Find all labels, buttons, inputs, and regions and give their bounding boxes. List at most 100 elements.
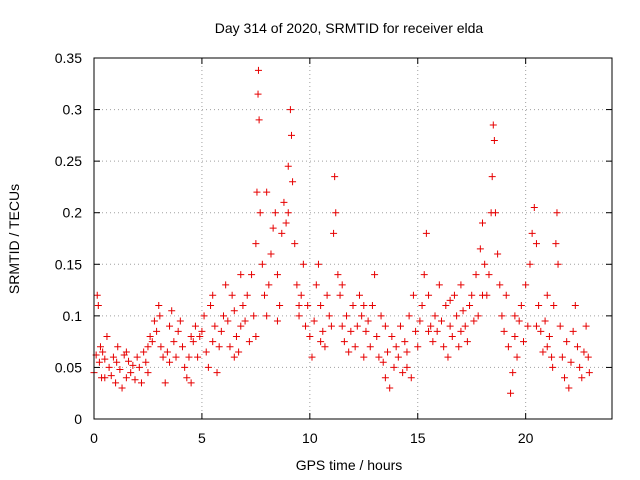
data-point [256, 209, 264, 217]
data-point [255, 116, 263, 124]
data-point [302, 322, 310, 330]
data-point [349, 302, 357, 310]
data-point [211, 322, 219, 330]
y-tick-label: 0 [74, 411, 82, 427]
data-point [543, 291, 551, 299]
data-point [116, 365, 124, 373]
data-point [468, 291, 476, 299]
data-point [549, 363, 557, 371]
data-point [94, 302, 102, 310]
data-point [569, 327, 577, 335]
data-point [284, 162, 292, 170]
data-point [304, 302, 312, 310]
data-point [113, 358, 121, 366]
data-point [96, 343, 104, 351]
data-point [99, 348, 107, 356]
data-point [390, 363, 398, 371]
data-point [336, 291, 344, 299]
y-tick-label: 0.3 [63, 102, 83, 118]
data-point [453, 312, 461, 320]
data-point [412, 327, 420, 335]
data-point [286, 106, 294, 114]
data-point [435, 281, 443, 289]
data-point [122, 374, 130, 382]
data-point [472, 271, 480, 279]
data-point [215, 343, 223, 351]
data-point [446, 322, 454, 330]
data-point [375, 353, 383, 361]
data-point [122, 348, 130, 356]
data-point [250, 312, 258, 320]
data-point [202, 348, 210, 356]
data-point [157, 343, 165, 351]
data-point [200, 312, 208, 320]
data-point [580, 348, 588, 356]
y-tick-label: 0.05 [55, 359, 82, 375]
data-point [273, 317, 281, 325]
data-point [358, 312, 366, 320]
grid-lines [94, 58, 612, 419]
data-point [582, 322, 590, 330]
data-point [156, 312, 164, 320]
data-point [585, 369, 593, 377]
data-point [153, 327, 161, 335]
data-point [373, 332, 381, 340]
data-point [386, 384, 394, 392]
data-point [230, 353, 238, 361]
data-point [204, 363, 212, 371]
data-point [364, 317, 372, 325]
data-point [172, 353, 180, 361]
data-point [360, 302, 368, 310]
data-point [287, 131, 295, 139]
data-point [409, 291, 417, 299]
data-point [450, 291, 458, 299]
data-point [429, 338, 437, 346]
data-point [377, 312, 385, 320]
data-point [399, 369, 407, 377]
data-point [479, 291, 486, 299]
data-point [543, 343, 551, 351]
data-point [174, 327, 182, 335]
data-point [526, 260, 534, 268]
data-point [461, 322, 469, 330]
data-point [584, 353, 592, 361]
data-point [176, 317, 184, 325]
data-point [93, 291, 101, 299]
data-point [213, 369, 221, 377]
data-point [511, 332, 519, 340]
data-point [146, 332, 154, 340]
y-tick-label: 0.25 [55, 153, 82, 169]
data-point [563, 338, 571, 346]
data-point [317, 302, 325, 310]
y-tick-label: 0.15 [55, 256, 82, 272]
data-point [241, 317, 249, 325]
data-point [107, 372, 115, 380]
data-point [558, 353, 566, 361]
data-point [545, 332, 553, 340]
data-point [280, 198, 288, 206]
data-point [209, 291, 217, 299]
data-point [463, 338, 471, 346]
data-point [273, 271, 281, 279]
data-point [319, 327, 327, 335]
data-point [194, 353, 202, 361]
x-tick-label: 20 [518, 430, 534, 446]
data-point [479, 219, 486, 227]
data-point [392, 343, 400, 351]
data-point [334, 271, 342, 279]
data-point [474, 312, 482, 320]
data-point [490, 137, 498, 145]
data-point [295, 302, 303, 310]
data-point [371, 271, 379, 279]
data-point [496, 281, 504, 289]
data-point [323, 291, 331, 299]
data-point [416, 317, 424, 325]
y-tick-label: 0.1 [63, 308, 83, 324]
data-point [267, 250, 275, 258]
data-point [422, 229, 430, 237]
data-point [459, 307, 467, 315]
data-point [515, 317, 523, 325]
data-point [222, 281, 230, 289]
data-point [295, 312, 303, 320]
data-point [379, 358, 387, 366]
